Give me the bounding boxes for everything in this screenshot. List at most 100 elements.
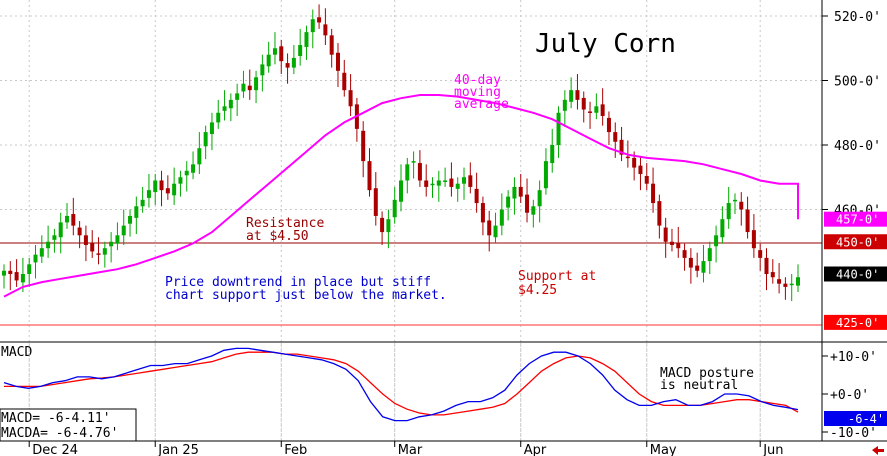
candle-body [789,283,794,286]
candle-body [657,201,662,226]
candle-body [506,196,511,208]
candle-body [27,264,32,274]
price-tag [824,234,887,250]
candle-body [600,104,605,116]
candle-body [71,214,76,226]
candle-body [399,180,403,202]
price-tag-label: 457-0' [836,213,879,227]
y-tick-label: 500-0' [834,75,881,90]
candle-body [216,112,221,123]
candle-body [588,111,593,113]
candle-body [480,203,485,223]
candle-body [329,35,334,55]
macd-readout-box [0,408,137,442]
candle-body [688,257,693,268]
candle-body [720,219,725,238]
candle-body [525,194,530,213]
x-tick-label: Dec 24 [32,443,78,456]
candle-body [58,222,63,238]
candle-body [449,178,454,187]
candle-body [493,225,498,238]
candle-body [222,106,227,111]
candle-body [65,215,70,223]
price-tag [824,211,887,227]
resistance-label: Resistance at $4.50 [246,216,332,244]
candle-body [758,250,763,258]
moving-average-label: 40-day moving average [454,73,509,112]
candle-body [550,145,555,164]
candlesticks [2,4,800,302]
candle-body [606,117,611,133]
candle-body [531,206,536,215]
candle-body [638,165,643,175]
candle-body [613,132,618,142]
candle-body [436,180,441,186]
x-tick-label: May [650,443,677,456]
candle-body [209,122,214,135]
candle-body [335,52,340,71]
candle-body [266,54,271,67]
candle-body [298,45,303,56]
x-tick-label: Jan 25 [157,443,199,456]
candle-body [651,183,656,204]
candle-body [46,241,51,249]
moving-average-line [3,94,799,298]
price-tag [824,266,887,282]
candle-body [197,148,202,165]
candle-body [348,90,353,107]
candle-body [285,63,290,68]
candle-body [109,241,114,247]
candle-body [537,190,542,207]
candle-body [178,177,183,184]
candle-body [128,215,133,224]
candle-body [310,19,315,33]
candle-body [260,64,265,76]
candle-body [682,250,687,258]
candle-body [770,272,775,278]
candle-body [764,257,769,274]
candle-body [796,277,800,286]
macd-tick-label: +10-0' [830,350,877,365]
macd-grid [28,343,761,441]
candle-body [279,46,284,62]
candle-body [20,274,25,283]
scroll-left-arrow-icon[interactable] [872,446,884,455]
macd-tick-label: +0-0' [830,388,869,403]
candle-body [39,248,44,257]
trend-note: Price downtrend in place but stiff chart… [165,275,447,303]
candle-body [543,161,548,189]
candle-body [134,206,139,218]
candle-body [121,225,126,236]
macda-readout: MACDA= -6-4.76' [1,426,118,441]
support-label: Support at $4.25 [518,269,604,298]
macd-note: MACD posture is neutral [660,366,762,393]
x-tick-label: Jun [762,443,783,456]
macd-axis-ticks: +10-0' +0-0' -10-0' [822,350,877,441]
candle-body [625,156,630,159]
candle-body [380,217,385,233]
candle-body [254,77,259,91]
candle-body [184,170,189,176]
candle-body [83,235,88,245]
candle-body [272,48,277,55]
candle-body [373,188,378,216]
candle-body [745,209,750,233]
candle-body [783,283,788,287]
candle-body [52,235,57,240]
candle-body [594,106,599,113]
candle-body [165,188,170,194]
x-tick-label: Feb [284,443,307,456]
candle-body [386,219,391,233]
candle-body [8,270,13,274]
candle-body [247,85,252,91]
candle-body [468,175,473,187]
candle-body [695,265,700,271]
candle-body [462,177,467,184]
candle-body [14,272,19,281]
candle-body [2,270,6,276]
macd-readout: MACD= -6-4.11' [1,411,111,426]
candle-body [367,161,372,191]
candle-body [751,230,756,249]
candle-body [443,180,448,182]
